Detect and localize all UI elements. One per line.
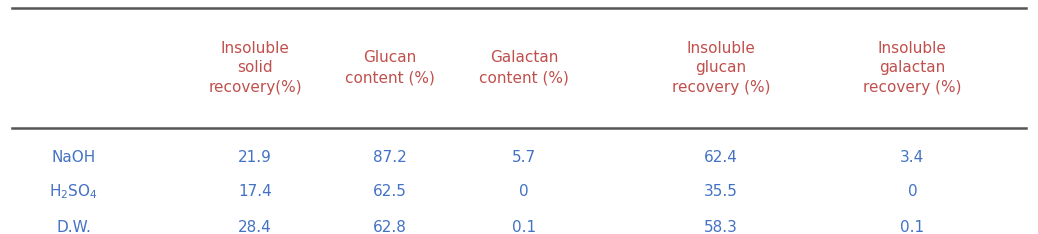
Text: 0: 0 <box>907 184 918 199</box>
Text: 0.1: 0.1 <box>512 220 537 234</box>
Text: 3.4: 3.4 <box>900 150 925 165</box>
Text: NaOH: NaOH <box>52 150 95 165</box>
Text: Insoluble
solid
recovery(%): Insoluble solid recovery(%) <box>209 40 302 95</box>
Text: 28.4: 28.4 <box>238 220 272 234</box>
Text: D.W.: D.W. <box>56 220 91 234</box>
Text: 21.9: 21.9 <box>238 150 272 165</box>
Text: 35.5: 35.5 <box>704 184 738 199</box>
Text: H$_2$SO$_4$: H$_2$SO$_4$ <box>50 182 99 201</box>
Text: Insoluble
glucan
recovery (%): Insoluble glucan recovery (%) <box>672 40 770 95</box>
Text: 87.2: 87.2 <box>373 150 407 165</box>
Text: Insoluble
galactan
recovery (%): Insoluble galactan recovery (%) <box>864 40 961 95</box>
Text: 62.5: 62.5 <box>373 184 407 199</box>
Text: 62.8: 62.8 <box>373 220 407 234</box>
Text: 0: 0 <box>519 184 529 199</box>
Text: 17.4: 17.4 <box>238 184 272 199</box>
Text: Galactan
content (%): Galactan content (%) <box>480 51 569 85</box>
Text: 58.3: 58.3 <box>704 220 738 234</box>
Text: 62.4: 62.4 <box>704 150 738 165</box>
Text: 5.7: 5.7 <box>512 150 537 165</box>
Text: Glucan
content (%): Glucan content (%) <box>345 51 435 85</box>
Text: 0.1: 0.1 <box>900 220 925 234</box>
